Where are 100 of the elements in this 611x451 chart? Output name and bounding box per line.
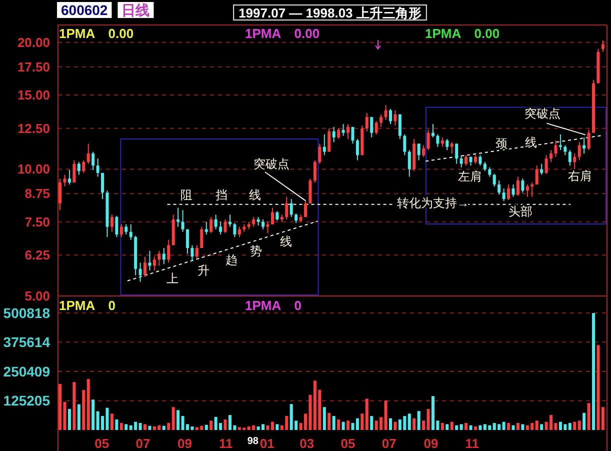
- candlestick: [186, 228, 189, 254]
- candlestick: [365, 112, 368, 132]
- x-tick-label: 09: [178, 436, 192, 451]
- bar: [408, 414, 411, 430]
- candlestick: [294, 212, 298, 224]
- bar: [573, 422, 576, 430]
- candlestick: [507, 184, 510, 201]
- candlestick: [204, 221, 208, 235]
- annotation: 1PMA 0.00: [425, 26, 500, 40]
- annotation: 1PMA 0.00: [245, 26, 320, 40]
- bar: [270, 422, 274, 430]
- candlestick: [96, 158, 100, 178]
- bar: [502, 422, 506, 430]
- candlestick: [374, 120, 378, 135]
- candlestick: [148, 250, 152, 271]
- x-tick-label: 07: [136, 436, 150, 451]
- candlestick: [389, 108, 392, 125]
- bar: [92, 400, 95, 430]
- candlestick: [540, 163, 544, 176]
- candlestick: [162, 248, 166, 265]
- x-tick-label: 98: [247, 436, 259, 447]
- candlestick: [214, 214, 218, 230]
- bar: [535, 420, 538, 430]
- candlestick: [587, 129, 590, 151]
- bar: [172, 407, 175, 430]
- candlestick: [308, 178, 312, 204]
- annotation: 线: [280, 234, 292, 249]
- candlestick: [228, 214, 232, 228]
- bar: [351, 422, 354, 430]
- candlestick: [564, 144, 567, 156]
- candlestick: [483, 162, 486, 172]
- candlestick: [238, 226, 241, 238]
- bar: [582, 412, 586, 430]
- candlestick: [492, 173, 496, 187]
- candlestick: [158, 250, 161, 266]
- candlestick: [77, 162, 80, 176]
- bar: [384, 400, 388, 430]
- candlestick: [384, 104, 388, 120]
- candlestick: [440, 136, 444, 148]
- candlestick: [176, 207, 180, 228]
- bar: [82, 390, 86, 430]
- bar: [120, 422, 123, 430]
- candlestick: [342, 124, 345, 136]
- bar: [592, 313, 596, 430]
- bar: [521, 424, 524, 430]
- candlestick: [63, 174, 66, 187]
- candlestick: [313, 160, 316, 183]
- candlestick: [488, 166, 492, 178]
- candlestick: [72, 160, 76, 183]
- bar: [360, 414, 364, 430]
- candlestick: [219, 221, 222, 235]
- bar: [440, 422, 444, 430]
- candlestick: [516, 176, 520, 196]
- annotation: 挡: [216, 188, 228, 202]
- bar: [507, 422, 510, 430]
- candlestick: [394, 110, 397, 126]
- bar: [450, 422, 454, 430]
- candlestick: [408, 150, 411, 178]
- bar: [328, 412, 331, 430]
- candlestick: [464, 154, 468, 166]
- bar: [478, 425, 482, 430]
- bar: [86, 379, 90, 430]
- bar: [601, 407, 604, 430]
- bar: [394, 422, 397, 430]
- annotation: 阻: [180, 188, 193, 202]
- bar: [68, 408, 71, 430]
- x-tick-label: 09: [424, 436, 438, 451]
- candlestick: [346, 124, 350, 140]
- candlestick: [332, 126, 336, 143]
- bar: [596, 345, 600, 430]
- candlestick: [498, 180, 501, 196]
- bar: [204, 424, 208, 430]
- candlestick: [502, 188, 506, 202]
- annotation: 势: [250, 244, 262, 258]
- bar: [578, 420, 581, 430]
- bar: [110, 414, 114, 430]
- bar: [115, 419, 118, 430]
- candlestick: [138, 262, 142, 282]
- bar: [276, 424, 279, 430]
- candlestick: [276, 210, 279, 222]
- bar: [210, 420, 213, 430]
- annotation: 1PMA 0: [245, 298, 302, 312]
- candlestick: [120, 224, 123, 238]
- y-tick-label: 375614: [3, 334, 50, 350]
- candlestick: [478, 154, 482, 166]
- candlestick: [129, 224, 132, 240]
- candlestick: [68, 169, 71, 185]
- candlestick: [58, 178, 62, 211]
- bar: [422, 420, 426, 430]
- candlestick: [351, 126, 354, 144]
- x-tick-label: 01: [260, 436, 274, 451]
- annotation: 1PMA 0: [59, 298, 116, 312]
- annotation: 突破点: [254, 157, 290, 171]
- bar: [337, 419, 340, 430]
- x-tick-label: 11: [219, 436, 233, 451]
- candlestick: [403, 134, 406, 156]
- bar: [455, 425, 458, 430]
- bar: [370, 416, 374, 430]
- candlestick: [337, 128, 340, 140]
- bar: [568, 422, 572, 430]
